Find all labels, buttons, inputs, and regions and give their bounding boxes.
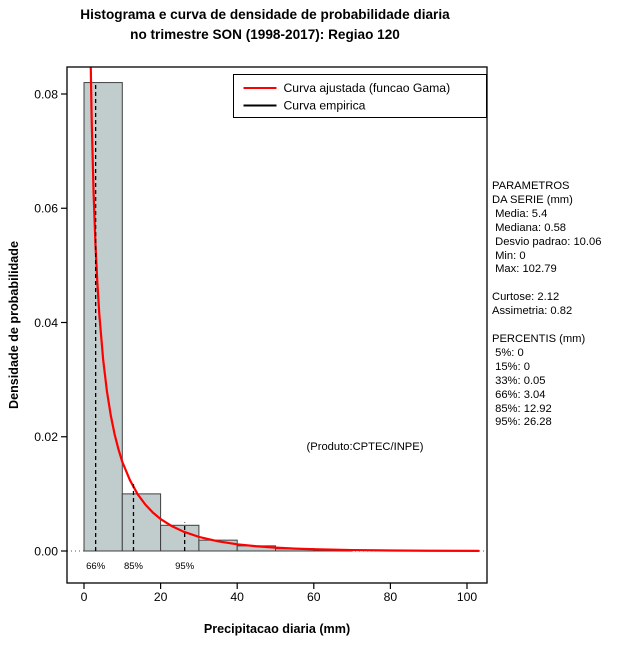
x-tick-label: 60 (307, 590, 321, 604)
stats-line: Min: 0 (492, 249, 526, 262)
y-tick-label: 0.08 (34, 87, 58, 101)
stats-line: PARAMETROS (492, 180, 570, 192)
chart-title-line1: Histograma e curva de densidade de proba… (80, 7, 450, 22)
x-tick-label: 40 (230, 590, 244, 604)
percentile-label-66%: 66% (86, 561, 106, 572)
percentile-label-85%: 85% (124, 561, 144, 572)
stats-line: 95%: 26.28 (492, 416, 552, 429)
y-tick-label: 0.02 (34, 430, 58, 444)
legend-item-label: Curva empirica (284, 99, 366, 113)
y-tick-label: 0.04 (34, 316, 58, 330)
histogram-bar (121, 493, 162, 552)
stats-line: Media: 5.4 (492, 207, 548, 220)
stats-line (492, 277, 640, 291)
stats-line: Max: 102.79 (492, 263, 557, 276)
stats-line: DA SERIE (mm) (492, 193, 573, 206)
percentile-label-95%: 95% (175, 561, 195, 572)
stats-line: Curtose: 2.12 (492, 291, 560, 304)
x-axis-label: Precipitacao diaria (mm) (203, 622, 351, 636)
legend-box (233, 74, 487, 118)
stats-line: 5%: 0 (492, 346, 524, 359)
fitted-gamma-curve (89, 67, 480, 552)
product-annotation: (Produto:CPTEC/INPE) (306, 441, 424, 453)
stats-line: Desvio padrao: 10.06 (492, 235, 602, 248)
stats-line (492, 319, 640, 333)
stats-line: Mediana: 0.58 (492, 221, 567, 234)
stats-line: PERCENTIS (mm) (492, 332, 586, 345)
plot-box (66, 66, 488, 584)
x-tick-label: 100 (457, 590, 478, 604)
histogram-bar (83, 82, 123, 552)
stats-line: 85%: 12.92 (492, 402, 552, 415)
x-tick-label: 80 (384, 590, 398, 604)
y-axis-label: Densidade de probabilidade (7, 241, 21, 409)
legend-item-label: Curva ajustada (funcao Gama) (284, 81, 451, 95)
x-tick-label: 20 (154, 590, 168, 604)
series-stats-panel: PARAMETROS DA SERIE (mm) Media: 5.4 Media… (492, 180, 640, 430)
stats-line: Assimetria: 0.82 (492, 305, 573, 318)
stats-line: 15%: 0 (492, 360, 530, 373)
stats-line: 66%: 3.04 (492, 388, 546, 401)
y-tick-label: 0.06 (34, 202, 58, 216)
stats-line: 33%: 0.05 (492, 374, 546, 387)
chart-title: Histograma e curva de densidade de proba… (0, 5, 530, 45)
y-tick-label: 0.00 (34, 544, 58, 558)
chart-title-line2: no trimestre SON (1998-2017): Regiao 120 (130, 27, 400, 42)
x-tick-label: 0 (81, 590, 88, 604)
